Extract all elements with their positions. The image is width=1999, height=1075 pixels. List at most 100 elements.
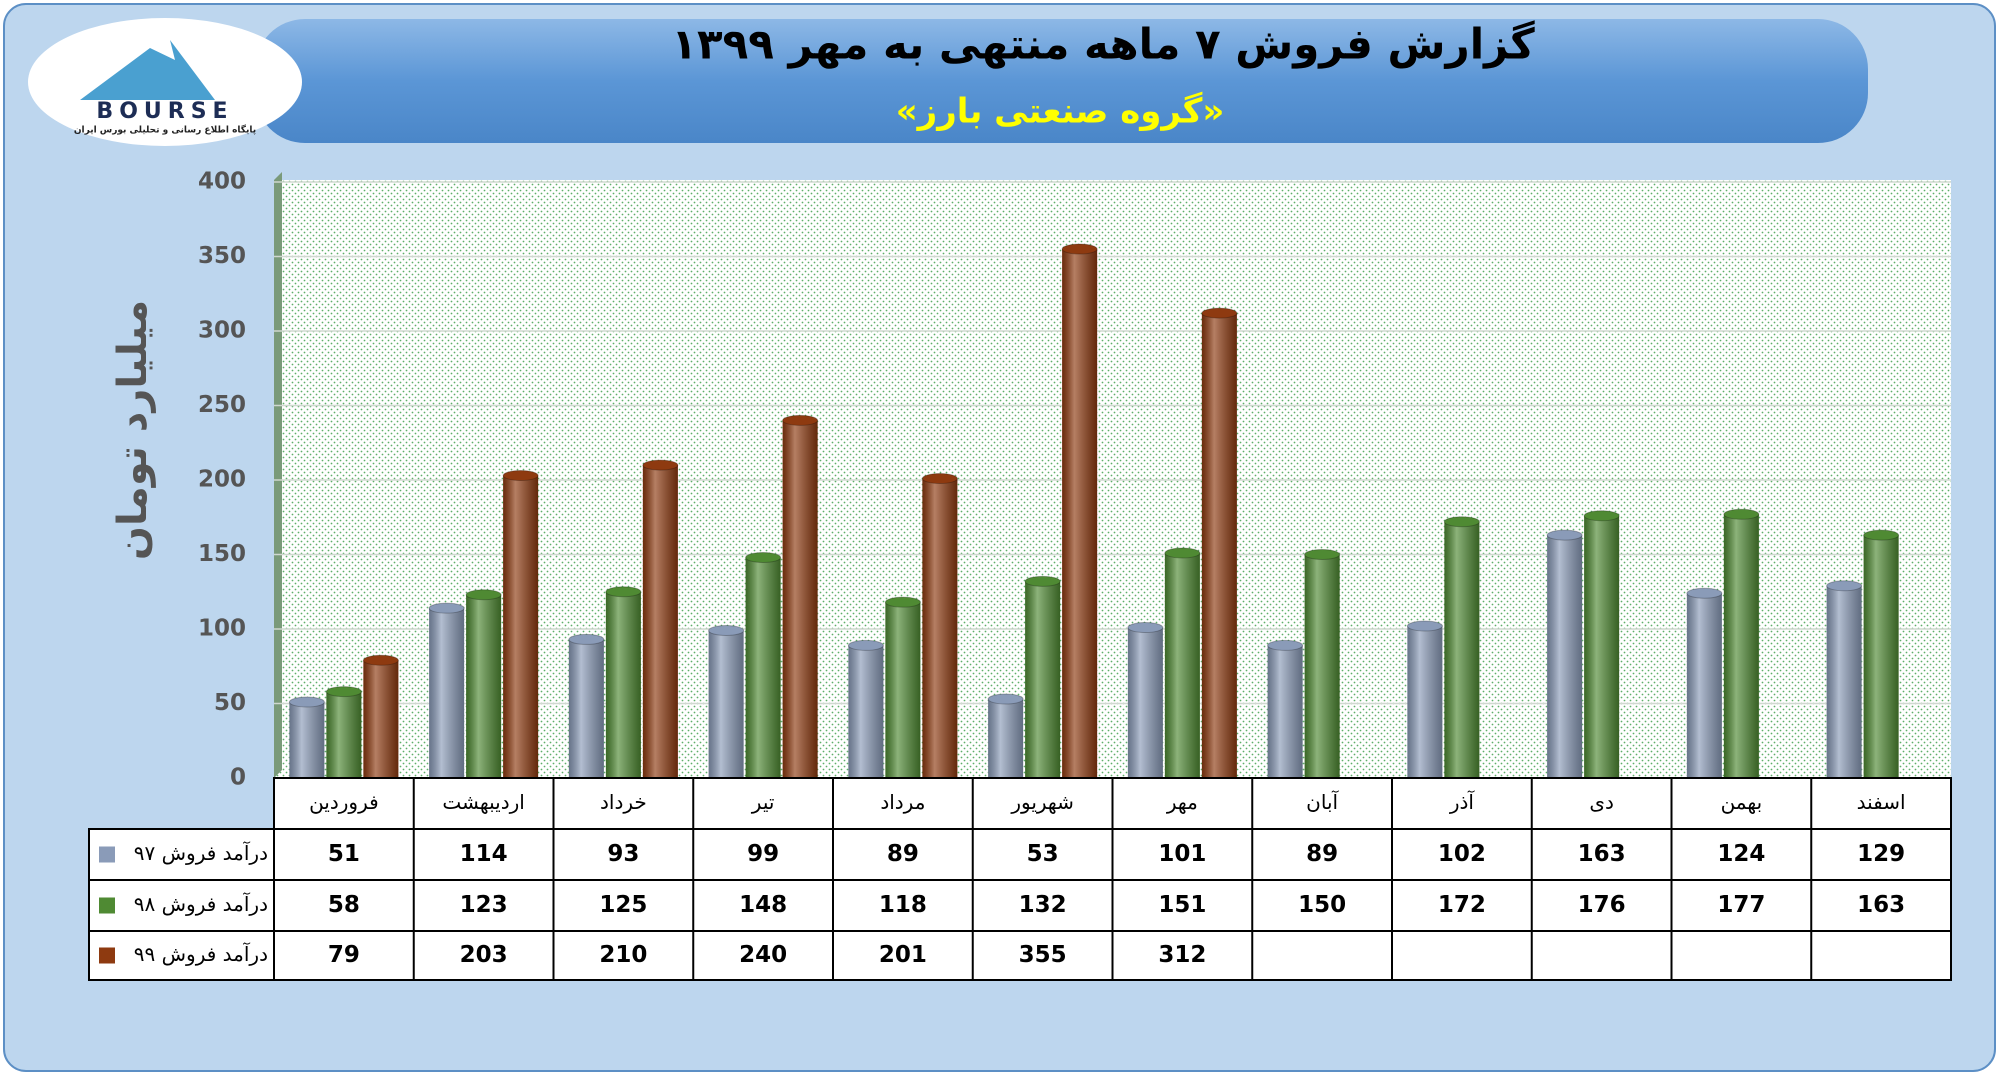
bar-cap	[884, 596, 921, 608]
table-value: 163	[1857, 892, 1905, 918]
bar-shading	[988, 699, 1024, 778]
bar-cap	[1723, 508, 1760, 520]
y-tick-label: 100	[198, 616, 246, 642]
table-value: 240	[739, 942, 787, 968]
bar-cap	[1304, 549, 1341, 560]
bar-cap	[1406, 620, 1443, 632]
x-tick-label: آذر	[1449, 789, 1476, 814]
bar-cap	[987, 693, 1024, 705]
x-tick-label: بهمن	[1721, 790, 1763, 814]
table-value: 148	[739, 892, 787, 918]
legend-label: درآمد فروش ۹۷	[134, 840, 268, 865]
plot-side-wall	[274, 172, 282, 778]
x-tick-label: آبان	[1306, 789, 1339, 814]
bar-cap	[288, 696, 325, 708]
x-tick-label: فروردین	[309, 790, 379, 814]
bar-shading	[1164, 553, 1200, 778]
logo-name: BOURSE	[96, 99, 233, 124]
table-value: 51	[328, 841, 360, 867]
table-value: 53	[1027, 841, 1059, 867]
table-value: 312	[1158, 942, 1206, 968]
table-value: 150	[1298, 892, 1346, 918]
bar-cap	[782, 414, 819, 426]
plot-area	[274, 180, 1951, 778]
bar-shading	[289, 702, 325, 778]
table-value: 163	[1578, 841, 1626, 867]
chart-subtitle: «گروه صنعتی بارز»	[896, 92, 1225, 132]
y-tick-label: 200	[198, 467, 246, 493]
y-tick-label: 300	[198, 318, 246, 344]
bar-shading	[1444, 521, 1480, 778]
table-value: 124	[1717, 841, 1765, 867]
bar-shading	[1062, 249, 1098, 779]
y-tick-label: 150	[198, 541, 246, 567]
bar-shading	[642, 465, 678, 778]
table-value: 203	[460, 942, 508, 968]
bar-cap	[568, 633, 605, 645]
bar-cap	[605, 586, 642, 598]
table-value: 177	[1717, 892, 1765, 918]
bar-cap	[745, 551, 782, 563]
bar-cap	[847, 639, 884, 651]
bar-shading	[363, 660, 399, 778]
bar-shading	[1826, 585, 1862, 778]
table-value: 125	[599, 892, 647, 918]
bar-shading	[782, 420, 818, 778]
bar-cap	[1443, 516, 1480, 528]
bar-shading	[1863, 535, 1899, 778]
y-tick-label: 50	[214, 690, 246, 716]
table-value: 123	[460, 892, 508, 918]
bar-shading	[605, 591, 641, 778]
bar-cap	[1863, 529, 1900, 541]
x-tick-label: دی	[1589, 790, 1614, 814]
bar-cap	[921, 473, 958, 485]
bar-shading	[885, 602, 921, 778]
table-value: 89	[887, 841, 919, 867]
bar-shading	[1267, 645, 1303, 778]
table-value: 355	[1019, 942, 1067, 968]
x-tick-label: مهر	[1166, 790, 1198, 814]
table-value: 58	[328, 892, 360, 918]
bar-shading	[1686, 593, 1722, 778]
y-tick-label: 400	[198, 169, 246, 195]
bar-cap	[1583, 510, 1620, 522]
chart-title: گزارش فروش ۷ ماهه منتهی به مهر ۱۳۹۹	[671, 20, 1535, 70]
table-value: 99	[747, 841, 779, 867]
bar-cap	[1267, 639, 1304, 651]
bar-shading	[466, 594, 502, 778]
table-value: 102	[1438, 841, 1486, 867]
bar-shading	[1407, 626, 1443, 778]
table-value: 129	[1857, 841, 1905, 867]
bar-cap	[1024, 575, 1061, 587]
table-value: 201	[879, 942, 927, 968]
legend-swatch	[99, 947, 115, 964]
bar-cap	[1686, 587, 1723, 599]
bar-shading	[745, 557, 781, 778]
x-tick-label: اردیبهشت	[442, 790, 524, 814]
bar-cap	[1201, 307, 1238, 319]
logo-tagline: پایگاه اطلاع رسانی و تحلیلی بورس ایران	[74, 124, 256, 136]
table-value: 79	[328, 942, 360, 968]
y-axis-label: میلیارد تومان	[110, 300, 156, 560]
bar-shading	[1025, 581, 1061, 778]
bar-shading	[848, 645, 884, 778]
bar-cap	[1546, 529, 1583, 541]
bar-shading	[1547, 535, 1583, 778]
bar-cap	[362, 654, 399, 666]
bar-shading	[503, 475, 539, 778]
y-tick-label: 250	[198, 392, 246, 418]
bar-cap	[708, 624, 745, 636]
legend-swatch	[99, 897, 115, 914]
table-value: 176	[1578, 892, 1626, 918]
bar-cap	[1061, 243, 1098, 255]
x-tick-label: خرداد	[600, 790, 647, 814]
bar-shading	[568, 639, 604, 778]
table-value: 93	[607, 841, 639, 867]
bar-cap	[642, 459, 679, 471]
table-value: 118	[879, 892, 927, 918]
bar-shading	[1723, 514, 1759, 778]
table-value: 101	[1158, 841, 1206, 867]
x-tick-label: اسفند	[1857, 790, 1906, 814]
bar-shading	[429, 608, 465, 778]
